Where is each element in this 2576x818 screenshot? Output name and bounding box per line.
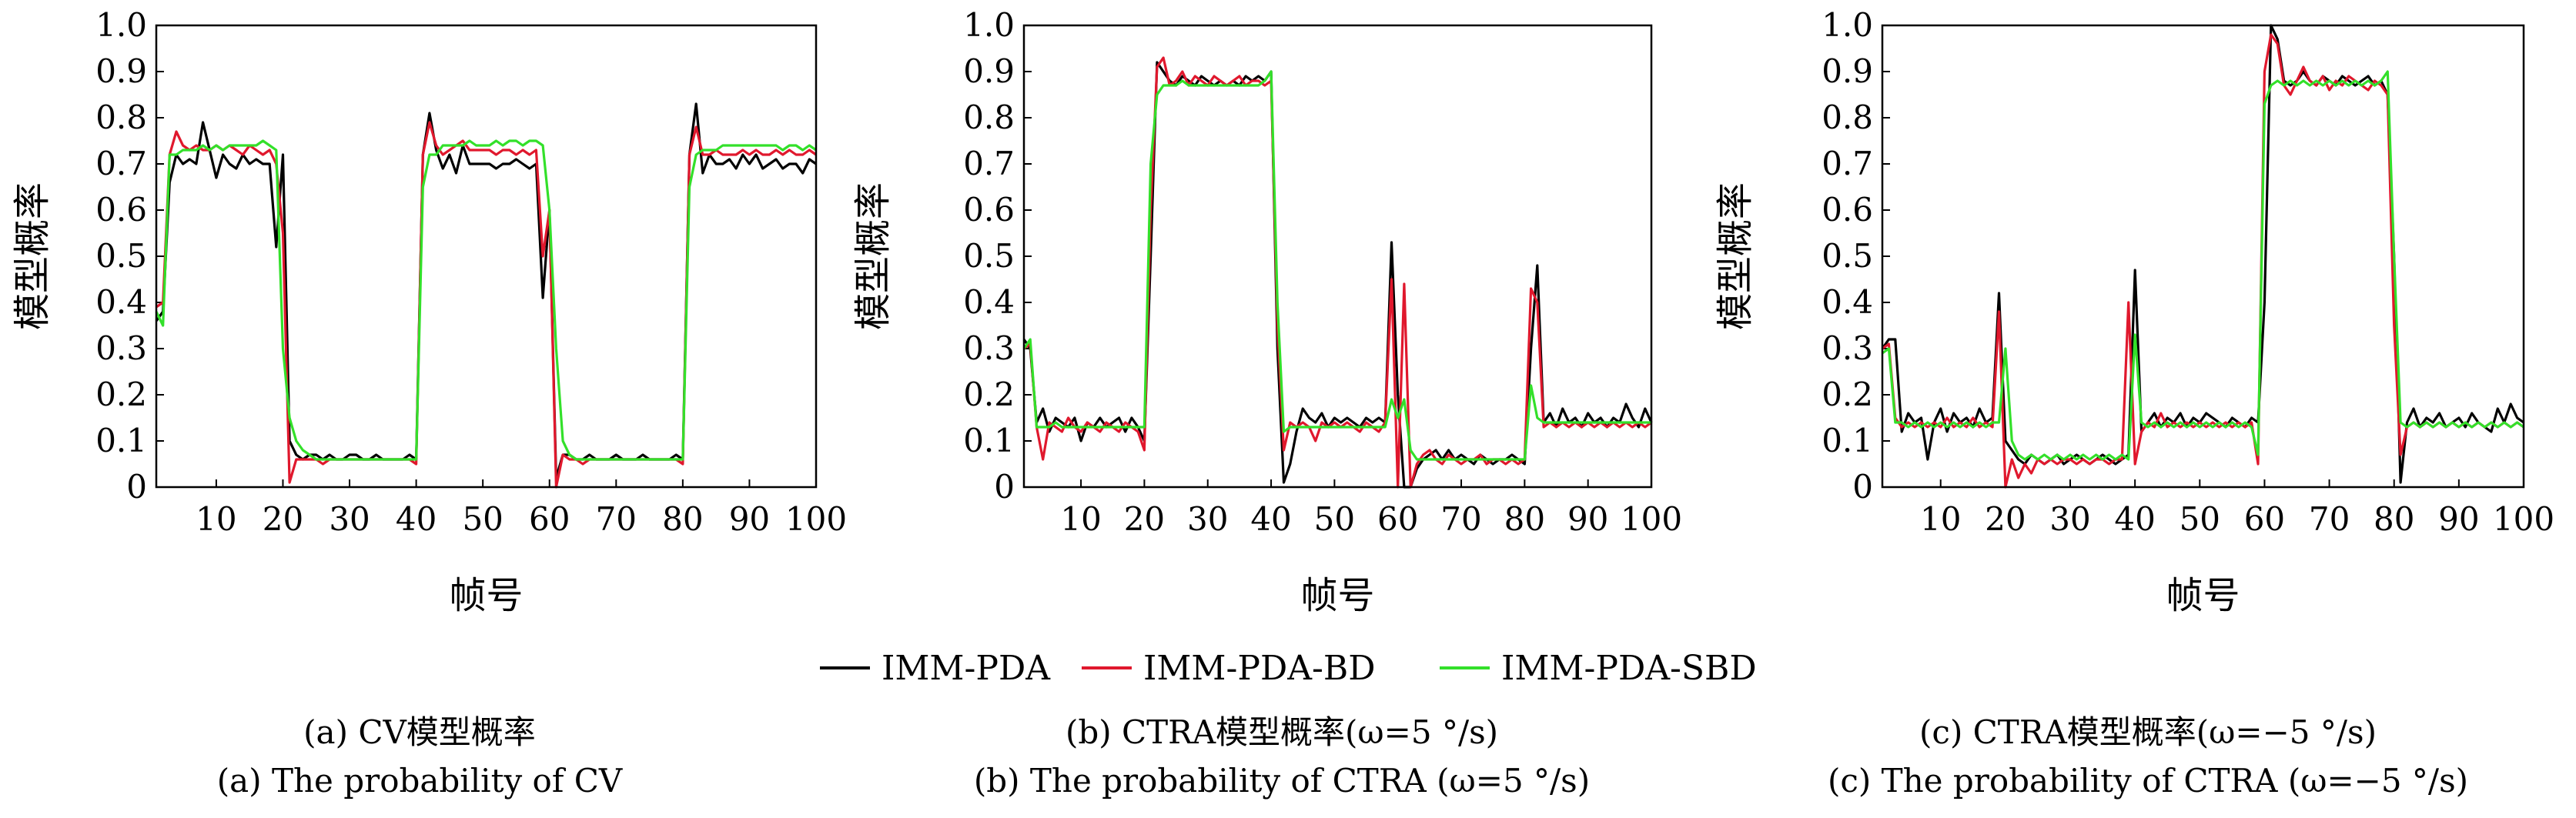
legend: IMM-PDA IMM-PDA-BD IMM-PDA-SBD — [820, 649, 1757, 688]
x-tick-label: 10 — [1920, 500, 1961, 538]
x-tick-label: 40 — [2114, 500, 2155, 538]
chart-panel-1: 0 0.1 0.2 0.3 0.4 0.5 0.6 0.7 0.8 0.9 1.0 10 20 30 40 5… — [11, 6, 847, 617]
x-tick-label: 70 — [2309, 500, 2350, 538]
y-tick-label: 0.5 — [1822, 237, 1873, 275]
series-line-imm-pda-bd — [1023, 56, 1652, 489]
x-tick-label: 60 — [529, 500, 570, 538]
chart-panels: 0 0.1 0.2 0.3 0.4 0.5 0.6 0.7 0.8 0.9 1.0 10 20 30 40 5… — [11, 6, 2554, 617]
y-tick-label: 0.5 — [95, 237, 147, 275]
y-tick-label: 1.0 — [1822, 6, 1873, 44]
y-tick-label: 0 — [994, 468, 1015, 506]
x-tick-label: 50 — [462, 500, 503, 538]
caption-b-cn: (b) CTRA模型概率(ω=5 °/s) — [1066, 713, 1498, 751]
series-line-imm-pda-bd — [156, 121, 817, 489]
y-tick-label: 0.8 — [963, 98, 1015, 136]
x-tick-label: 30 — [1187, 500, 1228, 538]
y-tick-label: 1.0 — [963, 6, 1015, 44]
y-tick-label: 0.9 — [1822, 52, 1873, 90]
x-tick-label: 20 — [1985, 500, 2026, 538]
x-tick-label: 30 — [2049, 500, 2090, 538]
x-axis-label: 帧号 — [1300, 574, 1374, 617]
x-tick-label: 60 — [2244, 500, 2285, 538]
x-tick-label: 90 — [2438, 500, 2479, 538]
x-tick-label: 100 — [1621, 500, 1682, 538]
x-tick-label: 10 — [196, 500, 236, 538]
y-axis-label: 模型概率 — [11, 182, 54, 330]
series-line-imm-pda-sbd — [155, 139, 817, 461]
y-tick-label: 0.9 — [963, 52, 1015, 90]
y-tick-label: 0.8 — [95, 98, 147, 136]
y-tick-label: 0.2 — [1822, 376, 1873, 413]
x-tick-label: 70 — [1440, 500, 1481, 538]
y-axis-label: 模型概率 — [851, 182, 895, 330]
x-tick-label: 80 — [2374, 500, 2414, 538]
x-tick-label: 100 — [2493, 500, 2554, 538]
y-tick-label: 0.1 — [963, 422, 1015, 459]
x-tick-label: 20 — [263, 500, 303, 538]
legend-label-imm-pda-sbd: IMM-PDA-SBD — [1501, 649, 1757, 688]
x-tick-label: 40 — [396, 500, 437, 538]
y-tick-label: 0.7 — [95, 145, 147, 182]
y-tick-label: 0 — [1852, 468, 1873, 506]
y-tick-label: 0.6 — [95, 191, 147, 229]
series-line-imm-pda — [155, 102, 817, 479]
series-line-imm-pda-sbd — [1882, 70, 2524, 461]
caption-b-en: (b) The probability of CTRA (ω=5 °/s) — [974, 762, 1590, 800]
y-axis-label: 模型概率 — [1714, 182, 1757, 330]
x-tick-label: 30 — [329, 500, 370, 538]
x-tick-label: 50 — [1314, 500, 1355, 538]
plot-frame — [1881, 24, 2525, 489]
caption-a-cn: (a) CV模型概率 — [303, 713, 536, 751]
y-tick-label: 0.8 — [1822, 98, 1873, 136]
y-tick-label: 0.7 — [963, 145, 1015, 182]
y-tick-label: 0.2 — [963, 376, 1015, 413]
series-line-imm-pda — [1881, 24, 2524, 484]
x-tick-label: 70 — [596, 500, 637, 538]
y-tick-label: 0 — [126, 468, 147, 506]
y-tick-label: 0.5 — [963, 237, 1015, 275]
legend-label-imm-pda-bd: IMM-PDA-BD — [1143, 649, 1376, 688]
y-tick-label: 0.4 — [95, 283, 147, 321]
x-tick-label: 90 — [1567, 500, 1608, 538]
plot-frame — [155, 24, 818, 489]
x-tick-label: 100 — [785, 500, 847, 538]
y-tick-label: 0.3 — [1822, 329, 1873, 367]
x-tick-label: 80 — [662, 500, 703, 538]
y-tick-label: 0.2 — [95, 376, 147, 413]
caption-c-en: (c) The probability of CTRA (ω=−5 °/s) — [1828, 762, 2468, 800]
x-tick-label: 10 — [1060, 500, 1101, 538]
y-tick-label: 1.0 — [95, 6, 147, 44]
y-tick-label: 0.9 — [95, 52, 147, 90]
captions: (a) CV模型概率 (a) The probability of CV (b)… — [217, 713, 2468, 800]
y-tick-label: 0.1 — [1822, 422, 1873, 459]
plot-frame — [1022, 24, 1653, 489]
chart-panel-3: 0 0.1 0.2 0.3 0.4 0.5 0.6 0.7 0.8 0.9 1.0 10 20 30 40 5… — [1714, 6, 2554, 617]
x-tick-label: 80 — [1504, 500, 1545, 538]
x-tick-label: 50 — [2180, 500, 2220, 538]
caption-a-en: (a) The probability of CV — [217, 762, 623, 800]
chart-panel-2: 0 0.1 0.2 0.3 0.4 0.5 0.6 0.7 0.8 0.9 1.0 10 20 30 40 5… — [851, 6, 1682, 617]
x-axis-label: 帧号 — [2166, 574, 2240, 617]
y-tick-label: 0.3 — [963, 329, 1015, 367]
caption-c-cn: (c) CTRA模型概率(ω=−5 °/s) — [1919, 713, 2377, 751]
x-tick-label: 60 — [1377, 500, 1418, 538]
x-axis-label: 帧号 — [449, 574, 523, 617]
y-tick-label: 0.6 — [963, 191, 1015, 229]
legend-label-imm-pda: IMM-PDA — [882, 649, 1051, 688]
y-tick-label: 0.6 — [1822, 191, 1873, 229]
x-tick-label: 90 — [729, 500, 770, 538]
y-tick-label: 0.1 — [95, 422, 147, 459]
x-tick-label: 40 — [1250, 500, 1291, 538]
x-tick-label: 20 — [1124, 500, 1165, 538]
y-tick-label: 0.4 — [1822, 283, 1873, 321]
y-tick-label: 0.3 — [95, 329, 147, 367]
y-tick-label: 0.4 — [963, 283, 1015, 321]
series-line-imm-pda-sbd — [1022, 70, 1651, 461]
y-tick-label: 0.7 — [1822, 145, 1873, 182]
